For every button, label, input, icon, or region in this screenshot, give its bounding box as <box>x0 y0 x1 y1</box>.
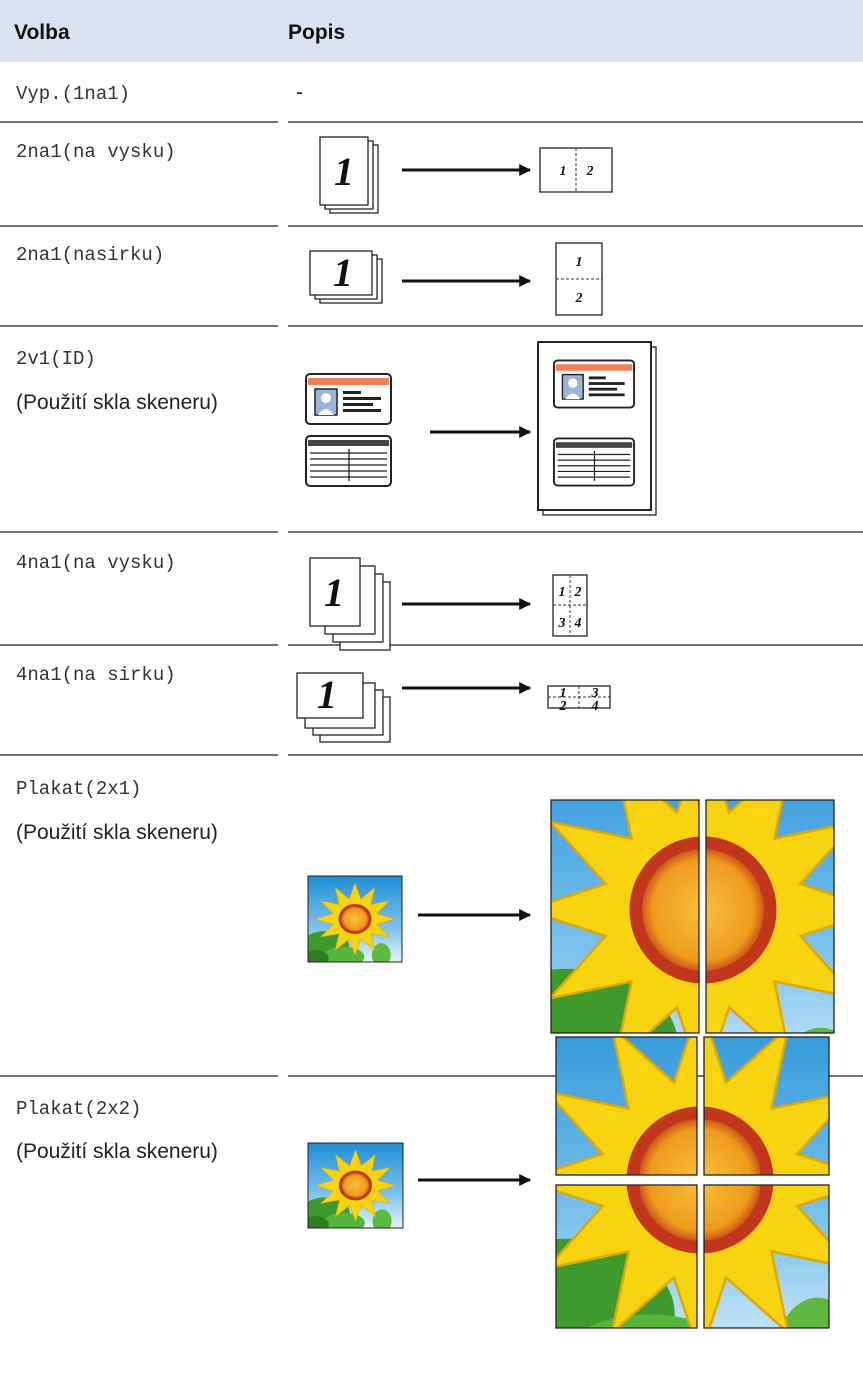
illustration <box>305 341 657 516</box>
result-page-number: 1 <box>560 164 567 179</box>
illustration: 1 1 2 <box>309 242 603 316</box>
illustration: 1 1 2 <box>319 136 613 214</box>
source-page-number: 1 <box>334 149 354 194</box>
option-note: (Použití skla skeneru) <box>16 391 218 414</box>
result-page-number: 4 <box>574 616 582 631</box>
option: 2na1(na vysku) <box>16 141 176 163</box>
option: Plakat(2x2) <box>16 1098 141 1120</box>
option: 2v1(ID) <box>16 348 96 370</box>
option-note: (Použití skla skeneru) <box>16 1140 218 1163</box>
result-page-number: 1 <box>559 585 566 600</box>
result-page-number: 3 <box>591 686 599 701</box>
option: Vyp.(1na1) <box>16 83 130 105</box>
option: 4na1(na sirku) <box>16 664 176 686</box>
illustration <box>307 1036 830 1329</box>
header-cell: Volba <box>14 21 70 44</box>
option: Plakat(2x1) <box>16 778 141 800</box>
result-page-number: 1 <box>560 686 567 701</box>
header-band <box>0 0 863 62</box>
header-cell: Popis <box>288 21 345 44</box>
result-page-number: 4 <box>591 699 599 714</box>
result-page-number: 1 <box>576 255 583 270</box>
illustration: 1 1 3 2 4 <box>296 672 611 743</box>
description: - <box>296 81 303 104</box>
option-note: (Použití skla skeneru) <box>16 821 218 844</box>
result-page-number: 3 <box>558 616 566 631</box>
illustration: 1 1 2 3 4 <box>309 557 588 651</box>
option: 4na1(na vysku) <box>16 552 176 574</box>
result-page-number: 2 <box>574 585 582 600</box>
option: 2na1(nasirku) <box>16 244 164 266</box>
result-page-number: 2 <box>586 164 594 179</box>
result-page-number: 2 <box>575 291 583 306</box>
source-page-number: 1 <box>317 672 337 717</box>
illustration <box>307 799 835 1034</box>
result-page-number: 2 <box>559 699 567 714</box>
source-page-number: 1 <box>324 570 344 615</box>
source-page-number: 1 <box>333 250 353 295</box>
